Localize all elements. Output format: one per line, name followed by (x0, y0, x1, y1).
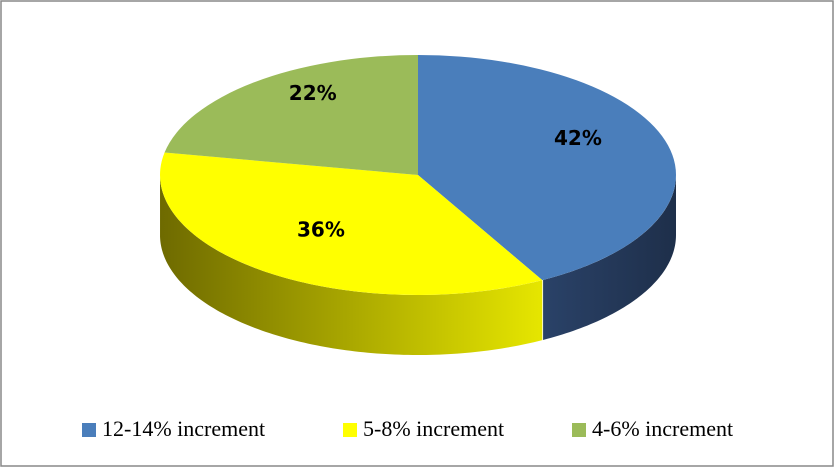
data-label: 36% (297, 217, 345, 241)
legend-label: 5-8% increment (363, 416, 504, 441)
pie-slice (418, 55, 677, 281)
pie-slice (164, 55, 418, 175)
legend-label: 4-6% increment (592, 416, 733, 441)
data-label: 42% (554, 126, 602, 150)
pie-side (160, 176, 543, 355)
pie-slice (159, 152, 543, 295)
legend-swatch (82, 423, 96, 437)
pie-side (543, 175, 676, 340)
data-label: 22% (289, 81, 337, 105)
legend-swatch (343, 423, 357, 437)
legend-label: 12-14% increment (102, 416, 265, 441)
legend-swatch (572, 423, 586, 437)
